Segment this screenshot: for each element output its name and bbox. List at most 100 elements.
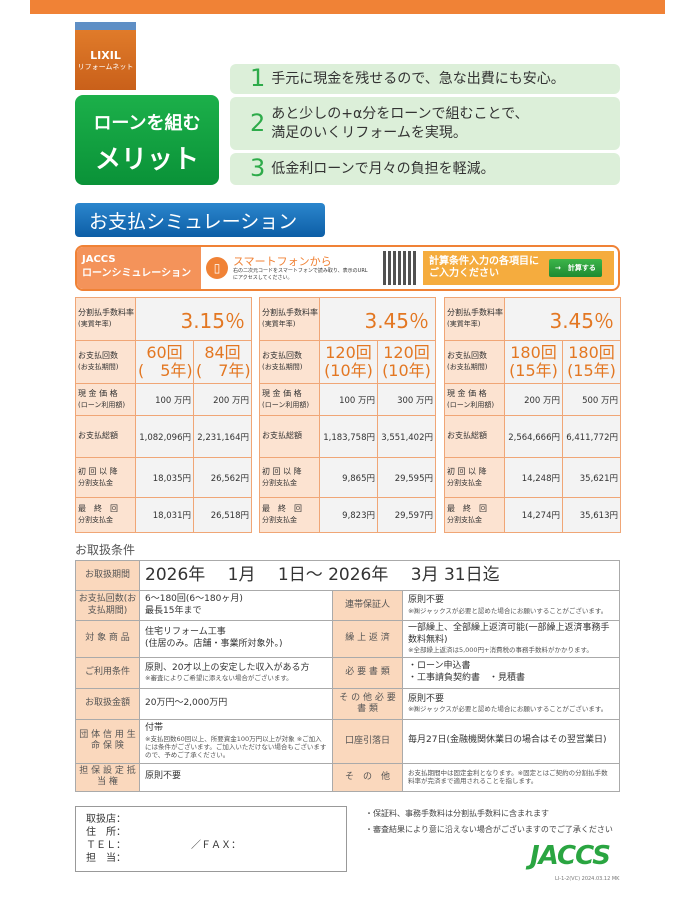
merit-line2: メリット xyxy=(94,145,199,175)
shop-address-field: 住 所： xyxy=(86,827,126,838)
jaccs-logo: JACCS xyxy=(530,841,611,871)
conditions-table: お取扱期間 2026年 1月 1日～ 2026年 3月 31日迄 お支払回数(お支… xyxy=(75,560,620,792)
label: 現 金 価 格 xyxy=(78,388,118,398)
label: 最 終 回 xyxy=(78,504,118,514)
value: 一部繰上、全部繰上返済可能(一部繰上返済事務手数料無料) xyxy=(408,623,610,645)
shop-info-box: 取扱店： 住 所： ＴＥＬ： ／ＦＡＸ： 担 当： xyxy=(75,806,347,872)
smartphone-title: スマートフォンから xyxy=(233,254,332,268)
count-cell: 120回 (10年) xyxy=(319,340,378,384)
merit-item-2: 2 あと少しの+α分をローンで組むことで、 満足のいくリフォームを実現。 xyxy=(230,97,620,150)
count: 84回 xyxy=(204,343,241,363)
value: 20万円～2,000万円 xyxy=(145,697,228,708)
count: 60回 xyxy=(146,343,183,363)
first-cell: 14,248円 xyxy=(504,457,563,498)
condition-value: 原則不要 xyxy=(139,762,333,792)
cash-cell: 100 万円 xyxy=(135,383,194,416)
count-cell: 120回 (10年) xyxy=(377,340,436,384)
label-sub: (実質年率) xyxy=(78,320,112,328)
row-label: お支払総額 xyxy=(444,415,505,458)
logo-sub: リフォームネット xyxy=(77,62,134,71)
banner-brand: JACCS ローンシミュレーション xyxy=(77,247,201,289)
cash-cell: 200 万円 xyxy=(504,383,563,416)
value: 6～180回(6～180ヶ月) xyxy=(145,593,243,604)
label-sub: (お支払期間) xyxy=(447,363,488,371)
condition-row: お支払回数(お支払期間) 6～180回(6～180ヶ月) 最長15年まで 連帯保証人原… xyxy=(75,590,620,621)
count: 120回 xyxy=(325,343,372,363)
label-sub: 分割支払金 xyxy=(262,478,297,487)
label: 分割払手数料率 xyxy=(447,308,503,318)
condition-value: 原則、20才以上の安定した収入がある方 ※審査によりご希望に添えない場合がございま… xyxy=(139,656,333,689)
merit-item-1: 1 手元に現金を残せるので、急な出費にも安心。 xyxy=(230,64,620,94)
label: 初 回 以 降 xyxy=(262,466,302,476)
condition-label: そ の 他 必 要 書 類 xyxy=(332,687,403,720)
condition-label: 団 体 信 用 生 命 保 険 xyxy=(75,718,140,764)
row-label: 初 回 以 降分割支払金 xyxy=(259,457,320,498)
period: (10年) xyxy=(382,361,431,380)
condition-value: 住宅リフォーム工事 (住居のみ。店舗・事業所対象外。) xyxy=(139,620,333,658)
shop-tel-fax-field: ＴＥＬ： ／ＦＡＸ： xyxy=(86,840,241,851)
condition-value: ・ローン申込書 ・工事請負契約書 ・見積書 xyxy=(402,656,620,689)
first-cell: 35,621円 xyxy=(562,457,621,498)
count-cell: 84回( 7年) xyxy=(193,340,252,384)
label-sub: 分割支払金 xyxy=(78,516,113,524)
condition-row: お取扱金額 20万円～2,000万円 そ の 他 必 要 書 類原則不要 ※㈱ジャック… xyxy=(75,687,620,720)
banner-brand-name: JACCS xyxy=(82,254,116,265)
label: 初 回 以 降 xyxy=(78,466,118,476)
period: (15年) xyxy=(509,361,558,380)
condition-value: お支払期間中は固定金利となります。※固定とはご契約の分割払手数料率が完済まで適用… xyxy=(402,762,620,792)
value: 付帯 xyxy=(145,722,164,733)
label: お支払回数 xyxy=(262,351,302,361)
period-label: お取扱期間 xyxy=(75,560,140,591)
merit-line1: ローンを組む xyxy=(93,113,201,134)
rate-value: 3.45％ xyxy=(319,297,436,341)
row-label: お支払総額 xyxy=(259,415,320,458)
period: ( 5年) xyxy=(138,361,193,380)
label-sub: 分割支払金 xyxy=(262,516,297,524)
shop-name-field: 取扱店： xyxy=(86,814,126,825)
merit-num: 2 xyxy=(250,108,266,137)
value-line2: 最長15年まで xyxy=(145,605,202,616)
condition-label: 連帯保証人 xyxy=(332,590,403,621)
last-cell: 26,518円 xyxy=(193,497,252,533)
total-cell: 2,564,666円 xyxy=(504,415,563,458)
condition-label: 繰 上 返 済 xyxy=(332,620,403,658)
row-label: 現 金 価 格 (ローン利用額) xyxy=(444,383,505,416)
period: (10年) xyxy=(324,361,373,380)
first-cell: 18,035円 xyxy=(135,457,194,498)
simulation-table: 分割払手数料率 (実質年率) 3.45％ お支払回数 (お支払期間) 180回 (15年)… xyxy=(444,297,621,533)
value-note: ※㈱ジャックスが必要と認めた場合にお願いすることがございます。 xyxy=(408,607,608,616)
condition-label: 対 象 商 品 xyxy=(75,620,140,658)
value-note: ※全部繰上返済は5,000円+消費税の事務手数料がかかります。 xyxy=(408,646,593,655)
label: 分割払手数料率 xyxy=(262,308,318,318)
input-prompt: 計算条件入力の各項目にご入力ください → 計算する xyxy=(423,251,614,285)
qr-code-icon[interactable] xyxy=(383,251,417,285)
value: 住宅リフォーム工事 xyxy=(145,627,226,638)
conditions-title: お取扱条件 xyxy=(75,543,136,557)
label-sub: (実質年率) xyxy=(262,320,296,328)
condition-label: 口座引落日 xyxy=(332,718,403,764)
row-label: お支払総額 xyxy=(75,415,136,458)
rate-value: 3.45％ xyxy=(504,297,621,341)
label-sub: (ローン利用額) xyxy=(447,400,495,409)
calculate-button[interactable]: → 計算する xyxy=(549,258,602,278)
row-label: 初 回 以 降分割支払金 xyxy=(75,457,136,498)
condition-value: 付帯 ※支払回数60回以上、所要資金100万円以上が対象 ※ご加入には条件がござい… xyxy=(139,718,333,764)
note: ・保証料、事務手数料は分割払手数料に含まれます xyxy=(365,809,549,818)
count-cell: 60回( 5年) xyxy=(135,340,194,384)
count-cell: 180回 (15年) xyxy=(504,340,563,384)
total-cell: 1,183,758円 xyxy=(319,415,378,458)
value-line2: (住居のみ。店舗・事業所対象外。) xyxy=(145,638,283,649)
jaccs-simulation-banner[interactable]: JACCS ローンシミュレーション ▯ スマートフォンから 右の二次元コードをスマート… xyxy=(75,245,620,291)
condition-label: 担 保 設 定 抵 当 権 xyxy=(75,762,140,792)
row-label: 分割払手数料率 (実質年率) xyxy=(444,297,505,341)
total-cell: 2,231,164円 xyxy=(193,415,252,458)
condition-value: 原則不要 ※㈱ジャックスが必要と認めた場合にお願いすることがございます。 xyxy=(402,590,620,621)
label-sub: 分割支払金 xyxy=(78,478,113,487)
period: (15年) xyxy=(567,361,616,380)
merit-badge: ローンを組むメリット xyxy=(75,95,219,185)
value-line2: ・工事請負契約書 ・見積書 xyxy=(408,672,526,683)
count-cell: 180回 (15年) xyxy=(562,340,621,384)
count: 180回 xyxy=(510,343,557,363)
condition-label: 必 要 書 類 xyxy=(332,656,403,689)
row-label: お支払回数 (お支払期間) xyxy=(259,340,320,384)
